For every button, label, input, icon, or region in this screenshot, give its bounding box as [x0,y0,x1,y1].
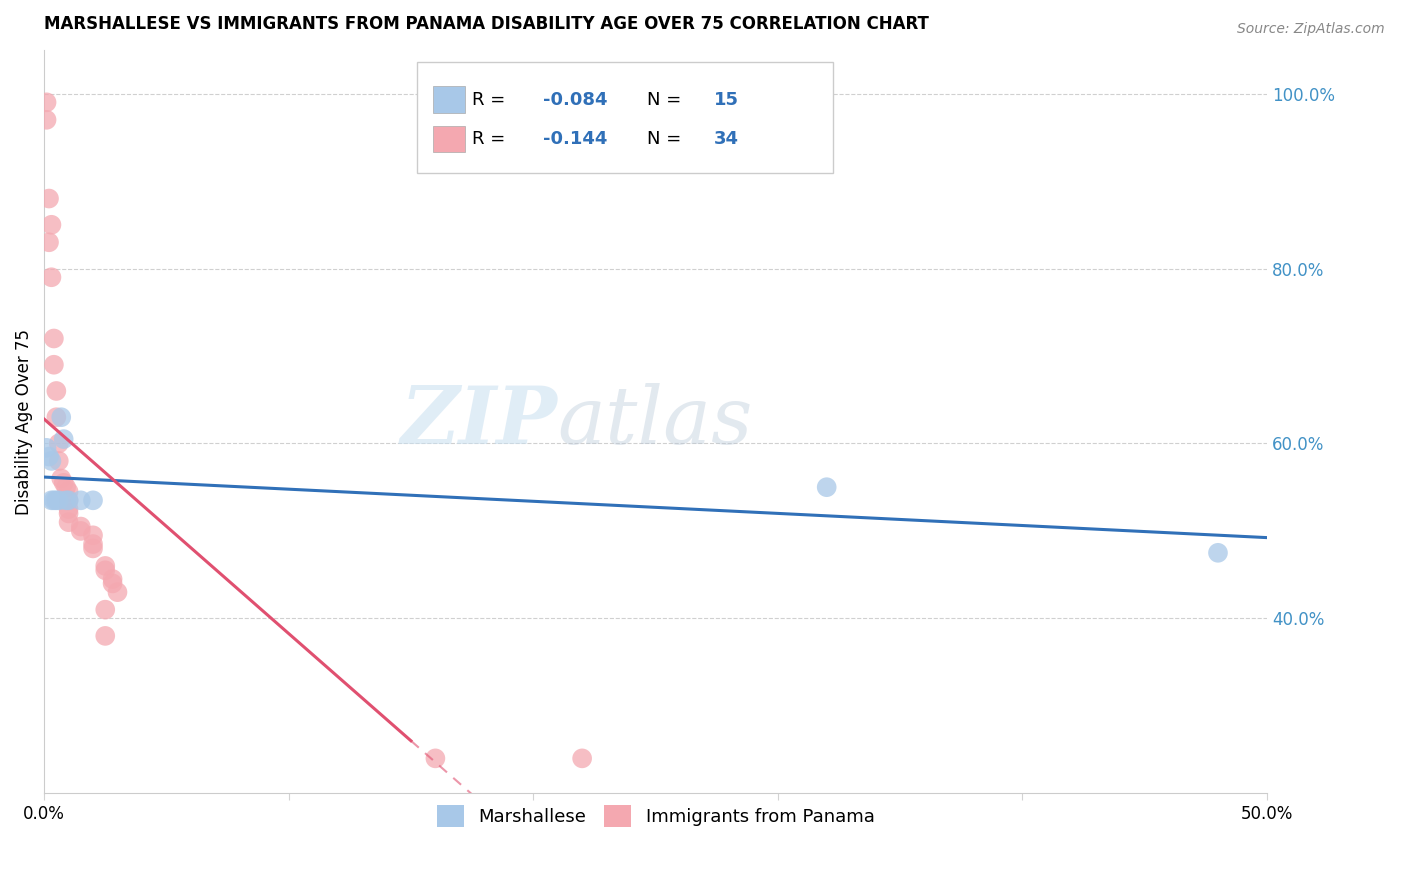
Point [42,493,65,508]
Point [101,576,124,591]
Point [571,751,593,765]
Point [94,558,117,573]
Point [35,95,58,110]
Point [58,502,80,516]
Text: 15: 15 [714,91,740,109]
FancyBboxPatch shape [433,87,465,113]
Point [45,493,67,508]
Point [69,493,91,508]
Point [38,192,60,206]
Point [58,493,80,508]
Text: N =: N = [647,130,688,148]
Point [41,270,63,285]
Point [82,537,104,551]
Text: -0.084: -0.084 [543,91,607,109]
Text: atlas: atlas [558,383,754,460]
Point [107,585,129,599]
Point [58,507,80,521]
FancyBboxPatch shape [418,62,832,172]
Point [51,410,73,425]
Point [55,480,77,494]
Point [82,528,104,542]
Point [42,331,65,345]
Point [38,235,60,250]
Text: R =: R = [472,130,512,148]
Point [58,515,80,529]
Point [69,519,91,533]
Text: N =: N = [647,91,688,109]
Point [55,493,77,508]
Point [1206,546,1229,560]
Point [425,751,447,765]
Point [48,454,70,468]
Point [38,450,60,464]
Point [45,410,67,425]
Text: 34: 34 [714,130,740,148]
Point [52,432,75,446]
Point [58,484,80,499]
Text: MARSHALLESE VS IMMIGRANTS FROM PANAMA DISABILITY AGE OVER 75 CORRELATION CHART: MARSHALLESE VS IMMIGRANTS FROM PANAMA DI… [44,15,929,33]
Point [41,493,63,508]
Point [82,493,104,508]
Text: ZIP: ZIP [401,383,558,460]
Point [94,629,117,643]
Point [82,541,104,556]
Point [58,493,80,508]
Point [69,524,91,538]
FancyBboxPatch shape [433,126,465,153]
Point [51,471,73,485]
Point [101,572,124,586]
Point [42,358,65,372]
Point [41,218,63,232]
Text: R =: R = [472,91,512,109]
Text: -0.144: -0.144 [543,130,607,148]
Point [94,563,117,577]
Point [41,454,63,468]
Point [35,112,58,127]
Point [35,441,58,455]
Y-axis label: Disability Age Over 75: Disability Age Over 75 [15,328,32,515]
Legend: Marshallese, Immigrants from Panama: Marshallese, Immigrants from Panama [427,797,883,837]
Point [94,602,117,616]
Point [815,480,838,494]
Text: Source: ZipAtlas.com: Source: ZipAtlas.com [1237,22,1385,37]
Point [48,436,70,450]
Point [48,493,70,508]
Point [45,384,67,398]
Point [52,475,75,490]
